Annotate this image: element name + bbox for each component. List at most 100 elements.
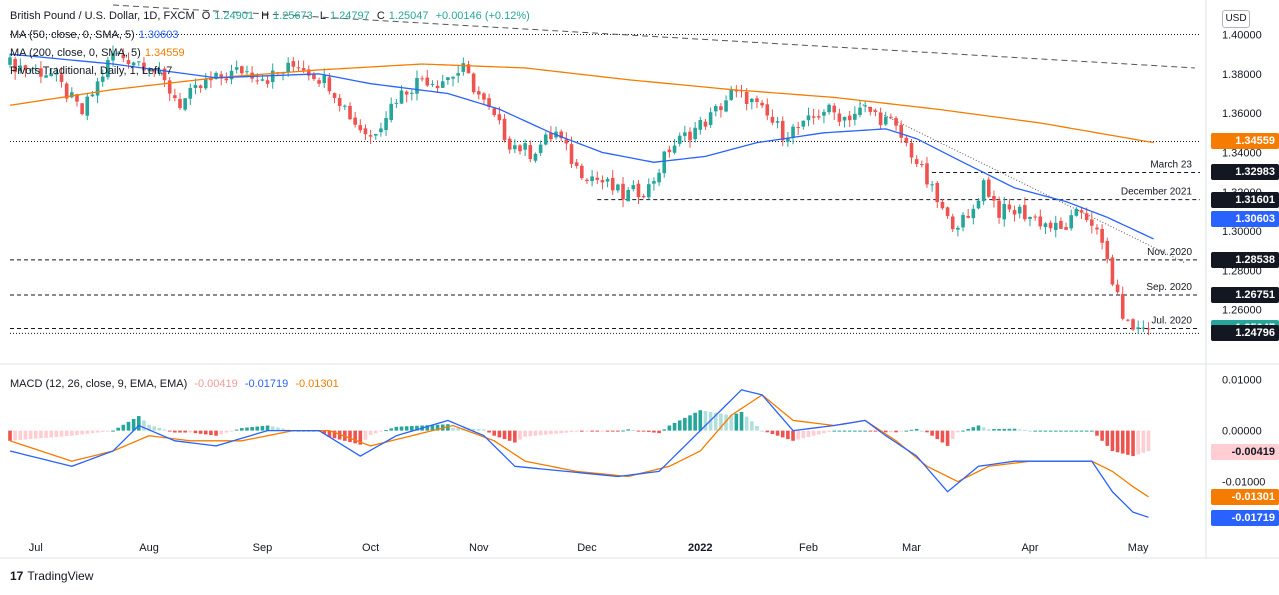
- candle-body: [358, 125, 363, 131]
- macd-histogram-bar: [801, 430, 806, 439]
- macd-histogram-bar: [518, 430, 522, 440]
- macd-histogram-bar: [940, 430, 945, 443]
- candle-body: [621, 183, 625, 200]
- price-tick-label: 1.28000: [1222, 265, 1262, 277]
- candle-body: [1095, 227, 1099, 230]
- candle-body: [832, 105, 837, 113]
- macd-histogram-bar: [75, 430, 79, 436]
- candle-body: [1038, 216, 1043, 227]
- candle-body: [379, 128, 383, 133]
- macd-histogram-bar: [935, 430, 940, 440]
- candle-body: [1074, 208, 1079, 216]
- candle-body: [157, 69, 162, 74]
- candle-body: [1059, 220, 1063, 229]
- candle-body: [585, 179, 589, 182]
- macd-histogram-bar: [1048, 430, 1053, 432]
- candle-body: [631, 185, 636, 190]
- candle-body: [229, 70, 234, 80]
- macd-histogram-bar: [698, 410, 703, 431]
- candle-body: [950, 216, 955, 230]
- candle-body: [914, 159, 919, 165]
- macd-histogram-bar: [142, 420, 146, 431]
- candle-body: [142, 62, 146, 71]
- candle-body: [482, 93, 486, 100]
- time-axis-label: Mar: [902, 542, 921, 554]
- candle-body: [564, 139, 569, 144]
- candle-body: [559, 131, 564, 139]
- candle-body: [332, 93, 337, 99]
- candle-body: [286, 62, 290, 73]
- macd-histogram-bar: [605, 430, 610, 432]
- candle-body: [1023, 205, 1027, 220]
- macd-histogram-bar: [760, 430, 764, 432]
- candle-body: [152, 70, 157, 72]
- candle-body: [708, 112, 713, 126]
- candle-body: [121, 54, 126, 59]
- macd-histogram-bar: [404, 426, 409, 431]
- candle-body: [353, 117, 357, 125]
- pivots-legend[interactable]: Pivots Traditional, Daily, 1, Left, 7: [10, 65, 176, 77]
- ma50-legend[interactable]: MA (50, close, 0, SMA, 5) 1.30603: [10, 29, 182, 41]
- macd-histogram-bar: [451, 427, 455, 431]
- candle-body: [1084, 213, 1089, 220]
- candle-body: [1105, 240, 1110, 260]
- macd-histogram-bar: [456, 427, 460, 431]
- currency-unit-button[interactable]: USD: [1222, 10, 1250, 28]
- macd-histogram-bar: [719, 413, 723, 431]
- macd-histogram-bar: [435, 424, 440, 431]
- candle-body: [667, 149, 672, 153]
- price-level-badge: 1.24796: [1211, 325, 1279, 342]
- macd-histogram-bar: [899, 430, 904, 432]
- pivot-level-label: Sep. 2020: [1146, 282, 1192, 293]
- macd-histogram-bar: [945, 430, 950, 446]
- time-axis-label: Aug: [139, 542, 159, 554]
- macd-histogram-bar: [415, 425, 419, 431]
- candle-body: [404, 91, 409, 95]
- macd-histogram-bar: [373, 430, 378, 434]
- candle-body: [956, 227, 960, 230]
- price-level-badge: 1.28538: [1211, 251, 1279, 268]
- macd-histogram-bar: [229, 430, 234, 432]
- candle-body: [677, 135, 682, 144]
- candle-body: [95, 81, 100, 96]
- macd-histogram-bar: [265, 425, 270, 431]
- candle-body: [90, 94, 95, 97]
- macd-histogram-bar: [379, 430, 383, 432]
- macd-histogram-bar: [116, 427, 120, 431]
- macd-histogram-bar: [883, 430, 888, 433]
- macd-histogram-bar: [23, 430, 28, 440]
- macd-histogram-bar: [956, 430, 960, 433]
- candle-body: [476, 91, 481, 95]
- candle-body: [1007, 204, 1012, 210]
- macd-histogram-bar: [729, 415, 734, 431]
- macd-histogram-bar: [621, 430, 625, 432]
- macd-histogram-bar: [332, 430, 337, 439]
- candle-body: [64, 83, 69, 99]
- macd-histogram-bar: [353, 430, 357, 444]
- macd-legend[interactable]: MACD (12, 26, close, 9, EMA, EMA) -0.004…: [10, 378, 343, 390]
- candle-body: [1017, 206, 1022, 214]
- macd-histogram-bar: [147, 424, 151, 431]
- ma200-legend[interactable]: MA (200, close, 0, SMA, 5) 1.34559: [10, 47, 189, 59]
- macd-histogram-bar: [260, 426, 265, 431]
- candle-body: [116, 53, 120, 55]
- candle-body: [605, 178, 610, 182]
- price-level-badge: 1.32983: [1211, 164, 1279, 181]
- candle-body: [70, 92, 74, 98]
- macd-histogram-bar: [214, 430, 218, 436]
- macd-histogram-bar: [559, 430, 564, 434]
- candle-body: [193, 84, 198, 88]
- candle-body: [930, 184, 934, 186]
- macd-histogram-bar: [209, 430, 213, 436]
- macd-histogram-bar: [152, 426, 157, 431]
- macd-histogram-bar: [1090, 430, 1094, 432]
- candle-body: [44, 75, 48, 78]
- candle-body: [1141, 327, 1146, 329]
- candle-body: [435, 85, 440, 89]
- tradingview-brand[interactable]: 17 TradingView: [10, 569, 93, 583]
- candle-body: [986, 179, 991, 197]
- macd-histogram-bar: [111, 430, 115, 432]
- candle-body: [750, 98, 754, 103]
